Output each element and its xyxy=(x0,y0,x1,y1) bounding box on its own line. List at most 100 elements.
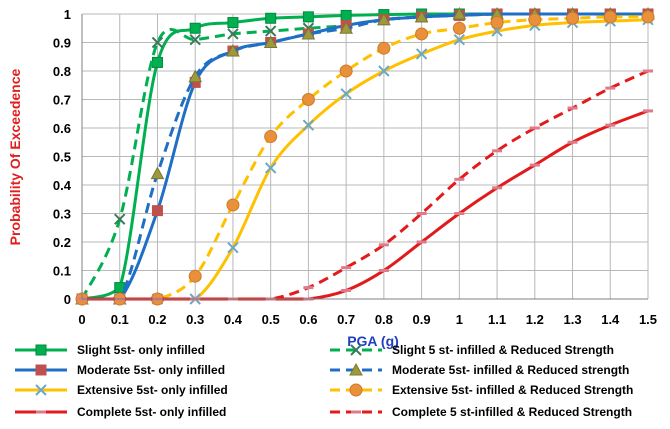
data-point-marker xyxy=(226,44,240,57)
y-tick-label: 1 xyxy=(64,7,71,22)
legend-item: Slight 5 st- infilled & Reduced Strength xyxy=(330,343,614,357)
x-tick-label: 0.9 xyxy=(413,312,431,327)
x-tick-label: 0 xyxy=(78,312,85,327)
data-point-marker xyxy=(264,130,278,144)
data-point-marker xyxy=(114,213,126,225)
legend-marker xyxy=(349,362,363,376)
legend-label: Extensive 5st- only infilled xyxy=(77,383,228,397)
data-point-marker xyxy=(377,41,391,55)
legend-marker xyxy=(35,384,47,396)
data-point-marker xyxy=(150,166,165,180)
data-point-marker xyxy=(641,10,655,24)
data-point-marker xyxy=(377,12,391,26)
data-point-marker xyxy=(490,16,504,30)
legend-marker xyxy=(35,344,47,356)
series-line xyxy=(82,15,649,301)
data-point-marker xyxy=(528,13,542,27)
series-6 xyxy=(75,10,655,306)
x-tick-label: 1.3 xyxy=(563,312,581,327)
legend-marker xyxy=(350,344,362,356)
grid xyxy=(81,13,649,300)
x-tick-label: 1.2 xyxy=(526,312,544,327)
legend-label: Moderate 5st- infilled & Reduced strengt… xyxy=(392,363,629,377)
x-tick-label: 1 xyxy=(456,312,463,327)
data-point-marker xyxy=(340,88,352,100)
data-point-marker xyxy=(189,22,201,34)
data-point-marker xyxy=(302,11,314,23)
legend-label: Slight 5 st- infilled & Reduced Strength xyxy=(392,343,614,357)
x-tick-label: 1.4 xyxy=(601,312,620,327)
y-tick-label: 0.9 xyxy=(53,36,71,51)
data-point-marker xyxy=(264,162,277,174)
legend-marker xyxy=(35,364,47,376)
legend-item: Complete 5 st-infilled & Reduced Strengt… xyxy=(330,405,632,419)
data-point-marker xyxy=(264,25,277,37)
legend-item: Extensive 5st- infilled & Reduced Streng… xyxy=(330,383,633,397)
legend-item: Moderate 5st- only infilled xyxy=(15,363,225,377)
x-tick-label: 0.5 xyxy=(262,312,280,327)
legend-marker xyxy=(349,383,363,397)
legend-item: Moderate 5st- infilled & Reduced strengt… xyxy=(330,362,629,377)
axes: 0 0.1 0.2 0.3 0.4 0.5 0.6 0.7 0.8 0.9 1 1.1 1.2 1.3 1.… xyxy=(53,7,657,327)
data-point-marker xyxy=(414,9,429,23)
y-tick-label: 0.1 xyxy=(53,264,71,279)
legend-item: Extensive 5st- only infilled xyxy=(15,383,228,397)
data-point-marker xyxy=(340,9,352,21)
x-tick-label: 0.7 xyxy=(337,312,355,327)
y-tick-label: 0.8 xyxy=(53,64,71,79)
x-tick-label: 1.5 xyxy=(639,312,657,327)
data-point-marker xyxy=(188,69,203,83)
data-point-marker xyxy=(189,33,201,46)
data-point-marker xyxy=(566,11,580,25)
legend-item: Complete 5st- only infilled xyxy=(15,405,226,419)
x-tick-label: 0.3 xyxy=(186,312,204,327)
data-point-marker xyxy=(114,282,126,294)
data-point-marker xyxy=(226,198,240,212)
data-point-marker xyxy=(151,56,163,68)
data-point-marker xyxy=(452,6,467,20)
data-point-marker xyxy=(188,269,202,283)
y-tick-label: 0.6 xyxy=(53,121,71,136)
x-tick-label: 0.8 xyxy=(375,312,393,327)
legend: Slight 5st- only infilled Slight 5 st- in… xyxy=(15,343,633,419)
data-point-marker xyxy=(603,10,617,24)
legend-label: Complete 5st- only infilled xyxy=(77,405,226,419)
data-point-marker xyxy=(378,65,390,77)
legend-label: Moderate 5st- only infilled xyxy=(77,363,225,377)
legend-label: Complete 5 st-infilled & Reduced Strengt… xyxy=(392,405,632,419)
data-point-marker xyxy=(301,93,315,106)
y-tick-label: 0.3 xyxy=(53,207,71,222)
series-line xyxy=(82,69,649,301)
data-point-marker xyxy=(339,64,353,78)
y-tick-label: 0.5 xyxy=(53,150,71,165)
x-tick-label: 0.2 xyxy=(148,312,166,327)
data-point-marker xyxy=(301,26,316,40)
y-tick-label: 0.4 xyxy=(53,178,72,193)
x-tick-label: 0.4 xyxy=(224,312,243,327)
x-tick-label: 1.1 xyxy=(488,312,506,327)
data-point-marker xyxy=(227,17,239,29)
data-point-marker xyxy=(415,48,428,60)
data-point-marker xyxy=(302,119,315,131)
x-tick-label: 0.6 xyxy=(299,312,317,327)
data-point-marker xyxy=(151,205,163,217)
data-point-marker xyxy=(415,27,429,41)
data-point-marker xyxy=(452,21,466,35)
legend-label: Slight 5st- only infilled xyxy=(77,343,205,357)
data-point-marker xyxy=(263,35,278,48)
data-point-marker xyxy=(227,241,239,254)
data-point-marker xyxy=(339,21,353,34)
legend-item: Slight 5st- only infilled xyxy=(15,343,205,357)
data-point-marker xyxy=(227,28,239,40)
y-tick-label: 0 xyxy=(64,292,71,307)
y-tick-label: 0.7 xyxy=(53,93,71,108)
data-point-marker xyxy=(151,36,164,49)
legend-label: Extensive 5st- infilled & Reduced Streng… xyxy=(392,383,633,397)
y-axis-title: Probability Of Exceedence xyxy=(7,68,23,245)
y-tick-label: 0.2 xyxy=(53,235,71,250)
x-tick-label: 0.1 xyxy=(111,312,129,327)
data-point-marker xyxy=(453,33,466,46)
data-point-marker xyxy=(265,12,277,24)
